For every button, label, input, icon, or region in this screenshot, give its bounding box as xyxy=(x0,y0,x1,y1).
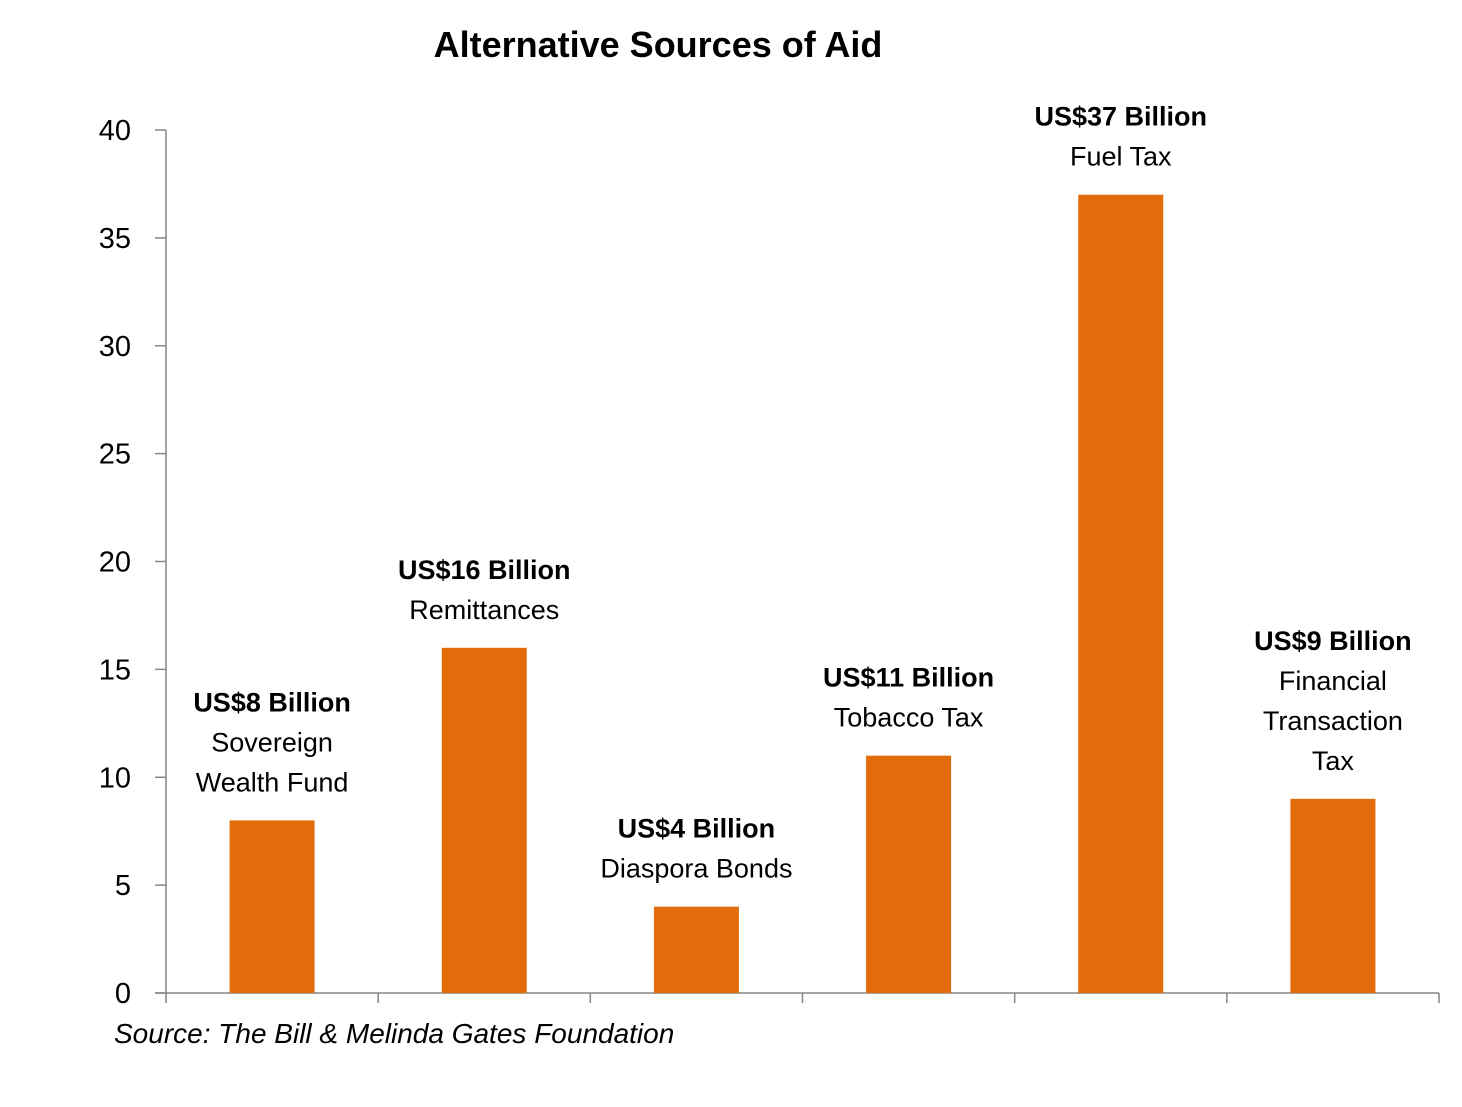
bar-value-label: US$37 Billion xyxy=(1034,102,1207,132)
bar xyxy=(866,755,952,993)
bar-value-label: US$11 Billion xyxy=(823,663,994,693)
bar-value-label: US$9 Billion xyxy=(1254,626,1412,656)
bar-category-label: Remittances xyxy=(409,595,559,625)
bar-category-label: Tax xyxy=(1312,746,1355,776)
bar-value-label: US$4 Billion xyxy=(618,814,776,844)
bar-value-label: US$16 Billion xyxy=(398,555,571,585)
y-tick-label: 5 xyxy=(115,870,131,902)
bar-category-label: Fuel Tax xyxy=(1070,142,1172,172)
bar-category-label: Financial xyxy=(1279,666,1387,696)
y-tick-label: 25 xyxy=(99,439,131,471)
y-tick-label: 40 xyxy=(99,115,131,147)
source-note: Source: The Bill & Melinda Gates Foundat… xyxy=(114,1018,675,1049)
bar xyxy=(441,647,527,993)
bar xyxy=(1290,798,1376,993)
chart-bars xyxy=(229,194,1376,994)
bar xyxy=(1078,194,1164,994)
bar-category-label: Wealth Fund xyxy=(196,767,349,797)
y-tick-label: 15 xyxy=(99,654,131,686)
y-tick-label: 10 xyxy=(99,762,131,794)
chart-axes: 0 5 10 15 20 25 30 35 40 xyxy=(99,115,1440,1010)
bar-value-label: US$8 Billion xyxy=(193,687,351,717)
bar xyxy=(653,906,739,993)
bar-category-label: Tobacco Tax xyxy=(834,703,984,733)
y-tick-label: 0 xyxy=(115,978,131,1010)
y-tick-label: 20 xyxy=(99,547,131,579)
bar xyxy=(229,820,315,993)
chart-title: Alternative Sources of Aid xyxy=(433,24,883,65)
y-tick-label: 30 xyxy=(99,331,131,363)
bar-category-label: Transaction xyxy=(1263,706,1403,736)
y-tick-label: 35 xyxy=(99,223,131,255)
bar-category-label: Diaspora Bonds xyxy=(600,854,792,884)
chart-data-labels: US$8 Billion Sovereign Wealth Fund US$16 Bi… xyxy=(193,102,1411,884)
bar-category-label: Sovereign xyxy=(211,727,333,757)
